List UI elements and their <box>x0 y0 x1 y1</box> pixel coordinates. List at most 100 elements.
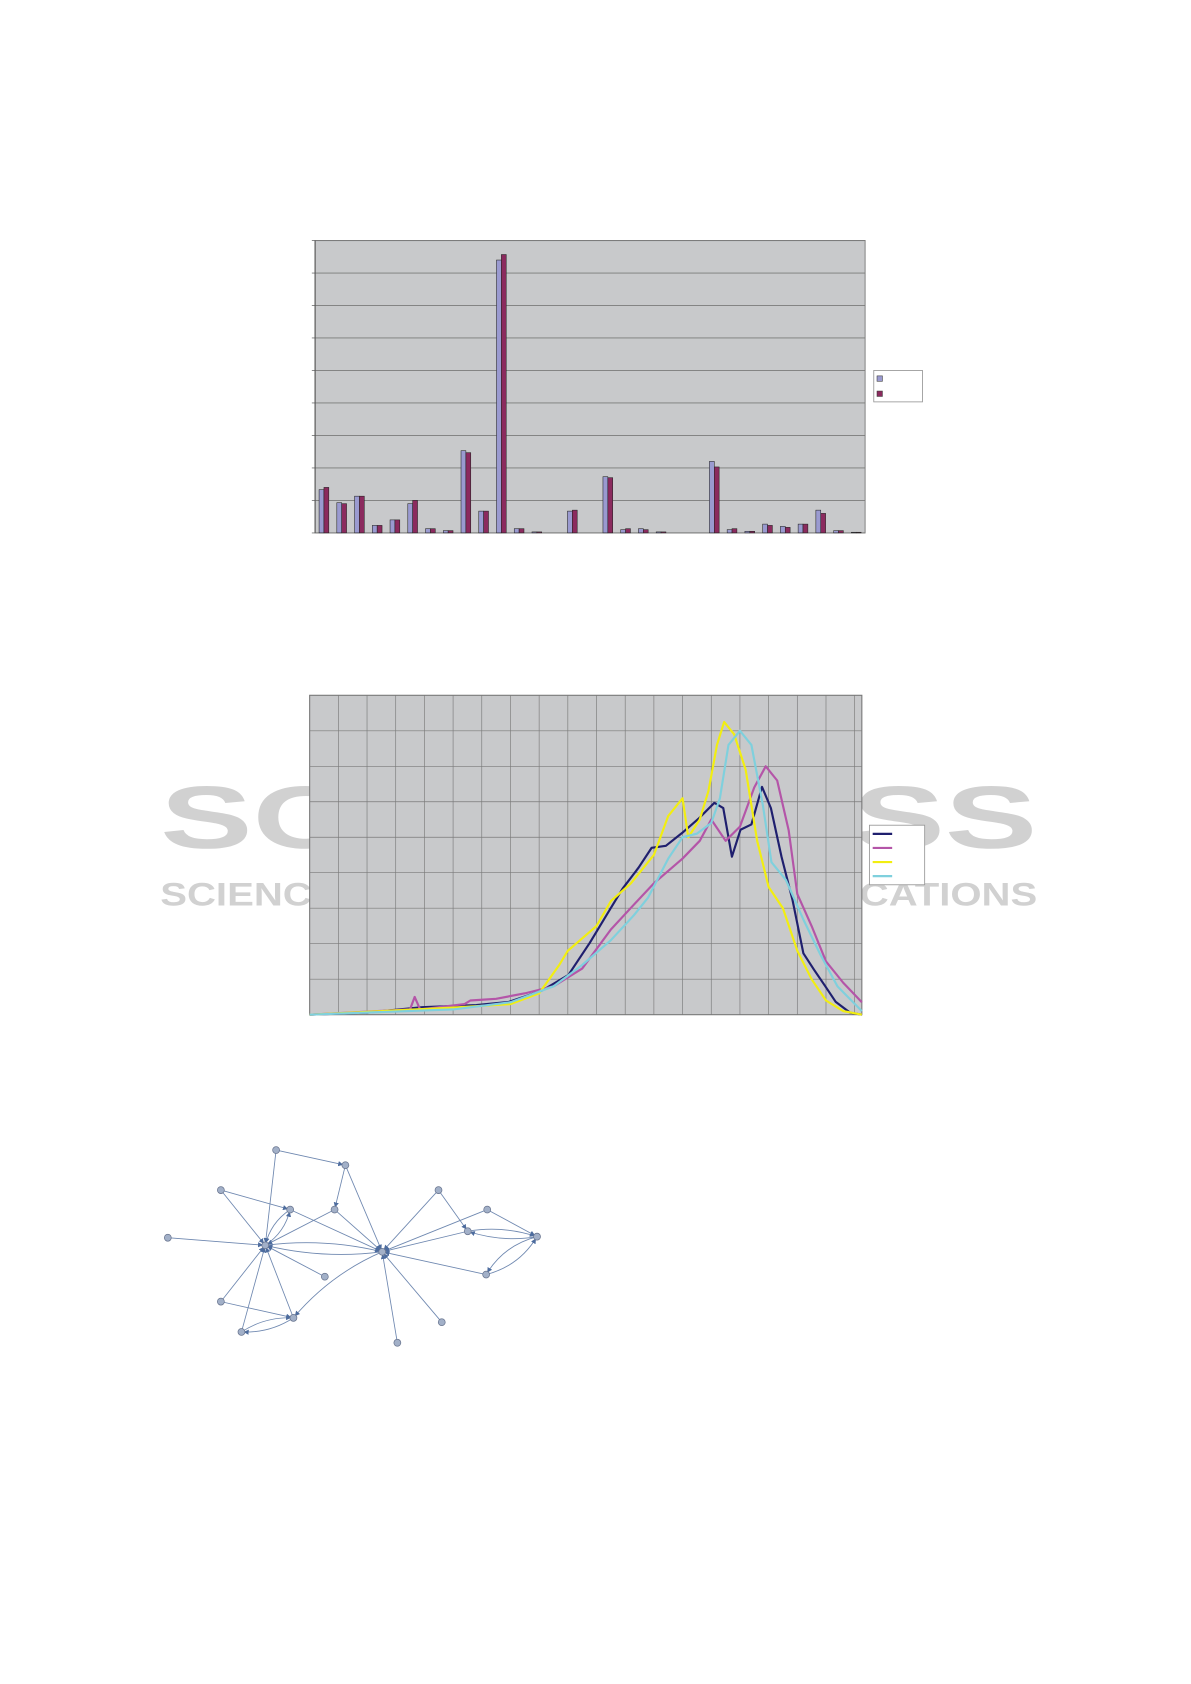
edge <box>485 1236 538 1275</box>
bar <box>407 503 413 534</box>
edge <box>276 1149 346 1167</box>
bar <box>496 259 502 534</box>
edge <box>344 1165 383 1252</box>
edge <box>380 1251 398 1343</box>
edge <box>487 1209 538 1238</box>
bar <box>376 525 383 534</box>
bar <box>465 452 472 534</box>
edge <box>265 1244 326 1278</box>
node <box>434 1186 443 1194</box>
bar <box>323 487 330 534</box>
legend-box <box>868 824 926 886</box>
bar <box>780 526 786 534</box>
node <box>463 1227 472 1236</box>
bar <box>318 489 325 534</box>
bar <box>820 513 826 534</box>
bar <box>430 528 436 534</box>
bar <box>815 509 822 534</box>
node <box>217 1186 225 1194</box>
edge <box>241 1314 294 1333</box>
series-line-cyan <box>309 729 863 1016</box>
legend-swatch <box>876 375 883 382</box>
bar <box>762 523 768 534</box>
plot-area <box>314 240 866 534</box>
node <box>330 1205 339 1214</box>
bar <box>851 531 857 534</box>
node <box>483 1205 492 1214</box>
network-diagram <box>163 1146 541 1347</box>
bar <box>643 529 649 534</box>
line-chart <box>309 694 926 1016</box>
bar <box>447 530 454 534</box>
node <box>217 1297 225 1306</box>
node <box>437 1318 446 1327</box>
series-line-yellow <box>309 720 863 1016</box>
bar <box>536 531 543 534</box>
bar <box>336 502 342 534</box>
edge <box>241 1317 294 1335</box>
node <box>237 1328 246 1336</box>
bar <box>855 531 862 534</box>
bar <box>518 528 525 534</box>
bar <box>709 461 715 534</box>
legend-box <box>873 370 923 403</box>
edge <box>382 1230 468 1253</box>
bar <box>412 500 418 534</box>
node <box>286 1205 295 1214</box>
bar <box>567 510 573 534</box>
bar <box>443 530 449 534</box>
bar <box>354 495 360 534</box>
edge <box>220 1301 294 1319</box>
bar <box>483 510 489 534</box>
bar <box>744 530 751 534</box>
bar <box>625 528 631 534</box>
bar <box>838 530 844 534</box>
bar <box>425 528 431 534</box>
edge <box>220 1189 266 1246</box>
bar <box>797 523 804 534</box>
edge <box>265 1209 335 1246</box>
edge <box>382 1209 488 1253</box>
edge <box>220 1189 291 1211</box>
bar <box>513 528 520 534</box>
bar <box>655 531 662 534</box>
edge <box>382 1250 487 1275</box>
edge <box>263 1149 277 1246</box>
node <box>163 1233 172 1242</box>
bar <box>501 254 507 534</box>
bar <box>749 530 755 534</box>
bar <box>531 531 538 534</box>
edge <box>438 1189 469 1232</box>
bar <box>372 525 378 534</box>
bar <box>660 531 667 534</box>
edge <box>289 1209 383 1253</box>
bar <box>460 450 467 534</box>
edge <box>467 1228 538 1238</box>
edge <box>264 1245 294 1319</box>
plot-area <box>309 694 863 1016</box>
bar <box>767 525 773 534</box>
node <box>261 1241 270 1250</box>
edge <box>381 1189 439 1253</box>
node <box>341 1161 350 1170</box>
bar <box>784 527 791 534</box>
bar <box>478 510 484 534</box>
edge <box>381 1251 443 1323</box>
bar <box>638 528 644 534</box>
legend-swatch <box>876 390 883 397</box>
bar <box>602 476 609 534</box>
edge <box>486 1236 538 1275</box>
node <box>378 1247 387 1256</box>
bar <box>359 495 365 534</box>
bar <box>394 519 401 534</box>
node <box>289 1314 298 1322</box>
bar <box>572 509 578 534</box>
edge <box>293 1251 383 1319</box>
node <box>272 1146 280 1154</box>
edge <box>265 1242 383 1253</box>
edge <box>467 1230 538 1240</box>
bar <box>389 519 396 534</box>
edge <box>265 1244 383 1255</box>
bar <box>802 523 809 534</box>
